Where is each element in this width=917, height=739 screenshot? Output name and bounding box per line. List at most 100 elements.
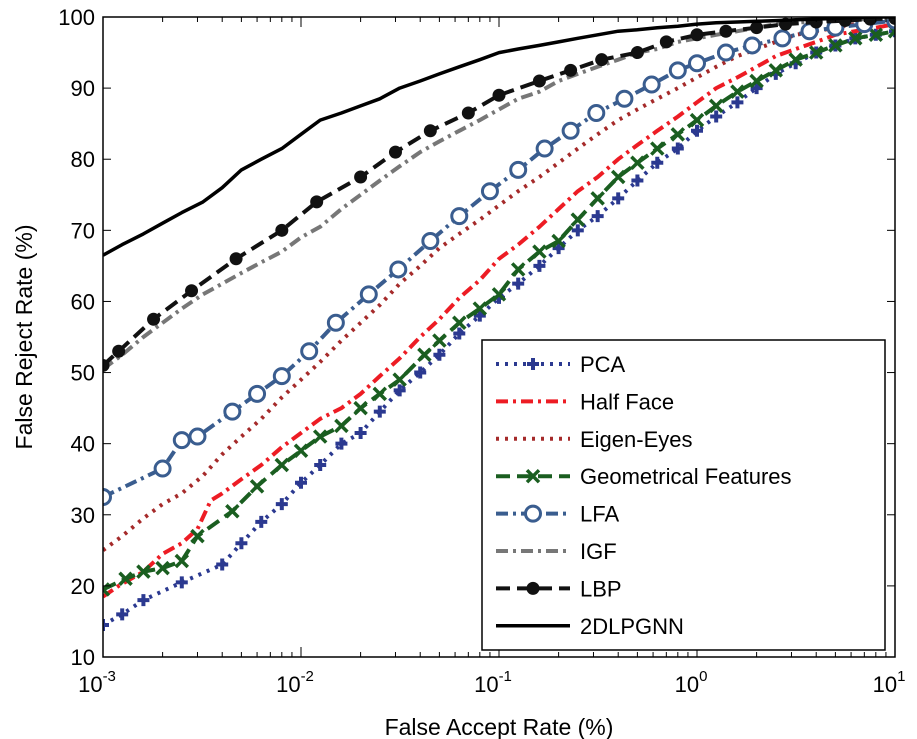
series-pca-marker — [453, 327, 466, 340]
series-lbp-marker — [888, 17, 895, 25]
legend-lbp-marker — [526, 581, 540, 595]
series-pca-marker — [889, 25, 895, 38]
series-pca-marker — [671, 142, 684, 155]
series-geometrical-features-marker — [136, 564, 151, 579]
series-pca-marker — [433, 348, 446, 361]
series-geometrical-features-marker — [670, 127, 686, 142]
series-lfa-marker — [773, 29, 792, 48]
legend-half-face: Half Face — [496, 389, 674, 414]
series-lfa-marker — [615, 89, 634, 108]
legend-pca: PCA — [496, 352, 626, 377]
series-pca-marker — [750, 82, 763, 95]
series-lfa-marker — [642, 75, 661, 94]
series-lfa-marker — [535, 139, 554, 158]
legend-geometrical-features: Geometrical Features — [496, 464, 792, 489]
series-geometrical-features-marker — [749, 73, 764, 89]
series-geometrical-features-marker — [491, 287, 507, 302]
series-group — [103, 17, 895, 631]
series-pca-marker — [651, 156, 664, 169]
series-lbp-marker — [532, 74, 546, 88]
series-lfa-marker — [103, 488, 112, 506]
series-lbp-marker — [838, 17, 852, 28]
series-pca-line — [103, 29, 895, 627]
series-geometrical-features-marker — [293, 443, 309, 459]
series-lfa — [103, 17, 895, 506]
series-lbp-marker — [461, 106, 475, 120]
series-lbp-marker — [147, 312, 161, 326]
series-lbp-marker — [103, 358, 110, 372]
series-geometrical-features-marker — [174, 553, 190, 569]
series-2dlpgnn — [103, 17, 895, 257]
series-lfa-marker — [587, 104, 606, 122]
y-tick-label: 20 — [71, 574, 95, 599]
series-igf — [103, 17, 895, 371]
legend-lbp: LBP — [496, 576, 622, 601]
y-tick-label: 100 — [58, 5, 95, 30]
legend-lfa-marker — [524, 504, 542, 523]
axes: 10 20 30 40 50 60 70 80 90 100 10-3 10-2 10-1 100 101 — [58, 5, 905, 697]
series-pca-marker — [631, 174, 644, 187]
legend-2dlpgnn: 2DLPGNN — [496, 614, 684, 639]
series-geometrical-features-marker — [510, 262, 526, 277]
series-lfa-marker — [668, 61, 687, 80]
series-lbp-marker — [185, 284, 199, 298]
series-geometrical-features-marker — [312, 429, 328, 444]
series-geometrical-features-marker — [118, 571, 133, 587]
series-lfa-marker — [480, 182, 499, 201]
series-lbp-marker — [564, 63, 578, 77]
series-lfa-marker — [389, 260, 408, 279]
series-pca-marker — [175, 576, 188, 589]
series-pca — [103, 25, 895, 631]
series-geometrical-features-marker — [472, 301, 488, 316]
legend-eigen-eyes: Eigen-Eyes — [496, 427, 693, 452]
series-pca-marker — [216, 558, 229, 571]
series-pca-marker — [393, 384, 406, 397]
series-lbp-marker — [492, 88, 506, 102]
series-geometrical-features-marker — [155, 560, 170, 576]
x-tick-label: 100 — [675, 668, 708, 697]
series-geometrical-features — [103, 23, 895, 597]
series-geometrical-features-marker — [868, 27, 884, 43]
series-geometrical-features-marker — [570, 212, 586, 227]
series-pca-marker — [116, 608, 129, 621]
series-pca-marker — [473, 309, 486, 322]
series-pca-marker — [710, 110, 723, 123]
legend-lfa-label: LFA — [580, 502, 619, 527]
y-tick-label: 70 — [71, 218, 95, 243]
series-lfa-marker — [716, 43, 735, 62]
series-lfa-marker — [300, 342, 319, 361]
series-pca-marker — [612, 192, 625, 205]
y-tick-label: 40 — [71, 432, 95, 457]
legend-lbp-label: LBP — [580, 576, 622, 601]
series-pca-marker — [591, 210, 604, 223]
series-geometrical-features-marker — [190, 528, 205, 544]
legend-igf: IGF — [496, 539, 617, 564]
series-geometrical-features-marker — [532, 244, 547, 259]
series-lfa-marker — [326, 313, 345, 332]
series-lbp-marker — [719, 24, 733, 38]
series-lfa-marker — [743, 36, 762, 55]
legend-lfa: LFA — [496, 502, 619, 527]
x-tick-label: 10-2 — [276, 668, 314, 697]
series-geometrical-features-marker — [708, 98, 724, 114]
series-half-face-line — [103, 22, 895, 599]
series-lbp — [103, 17, 895, 372]
series-half-face — [103, 22, 895, 599]
series-lfa-marker — [248, 384, 267, 403]
series-lbp-marker — [595, 53, 609, 67]
series-lbp-marker — [354, 170, 368, 184]
series-lbp-marker — [112, 344, 126, 358]
series-lbp-marker — [229, 252, 243, 266]
legend-geometrical-features-label: Geometrical Features — [580, 464, 792, 489]
series-geometrical-features-marker — [551, 233, 566, 249]
series-lfa-marker — [450, 207, 469, 226]
y-tick-label: 10 — [71, 645, 95, 670]
series-geometrical-features-marker — [590, 191, 605, 206]
series-lfa-marker — [359, 285, 378, 304]
series-lbp-marker — [750, 21, 764, 35]
series-pca-marker — [354, 427, 367, 439]
series-geometrical-features-marker — [788, 52, 803, 67]
series-pca-marker — [571, 224, 584, 237]
series-pca-marker — [295, 476, 307, 489]
